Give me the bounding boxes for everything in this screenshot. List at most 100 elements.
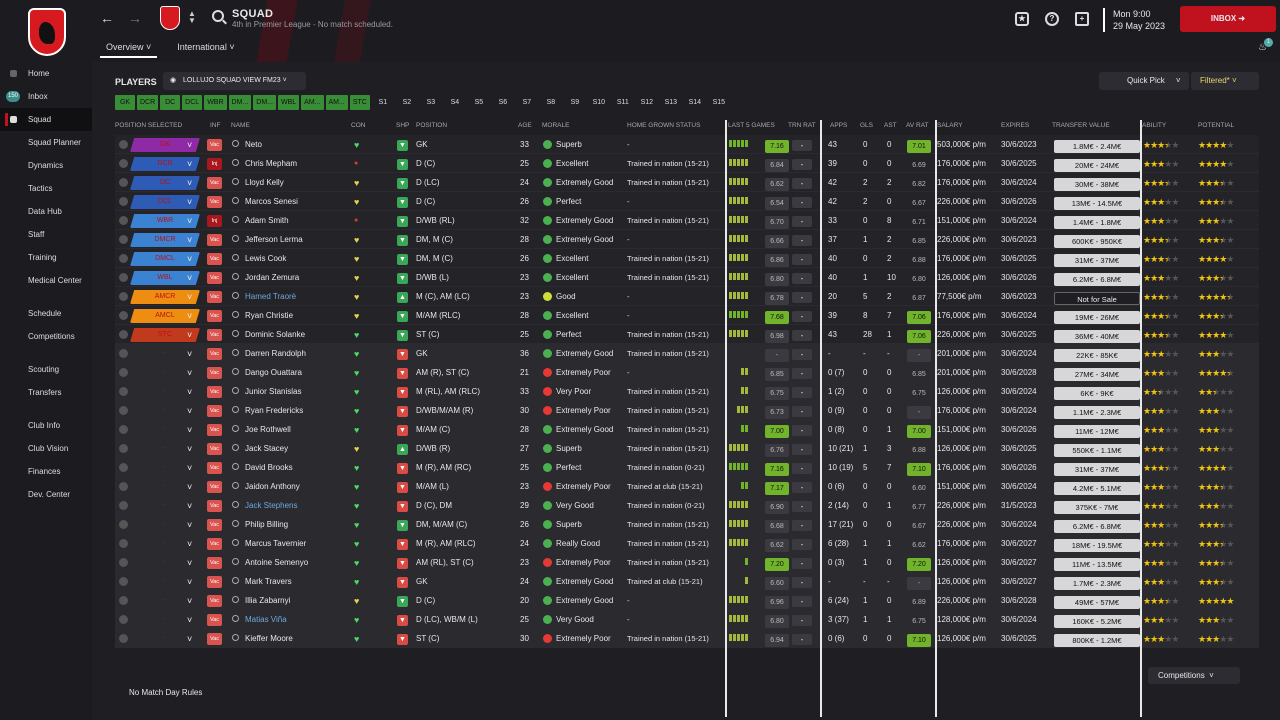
- col-av-rat[interactable]: AV RAT: [906, 122, 929, 129]
- tab-overview[interactable]: Overview ˅: [100, 40, 158, 58]
- table-row[interactable]: DMCL ˅ Vac Lewis Cook ♥ ▼ DM, M (C) 26 Excellent…: [115, 249, 1259, 268]
- table-row[interactable]: STC ˅ Vac Dominic Solanke ♥ ▼ ST (C) 25 Perfect T…: [115, 325, 1259, 344]
- position-selected-badge[interactable]: -: [163, 578, 167, 585]
- col-trn-rat[interactable]: TRN RAT: [788, 122, 816, 129]
- table-row[interactable]: - ˅ Vac Jack Stephens ♥ ▼ D (C), DM 29 Very Good…: [115, 496, 1259, 515]
- row-select-radio[interactable]: [119, 463, 128, 472]
- position-filter-25[interactable]: S15: [712, 99, 726, 106]
- chevron-down-icon[interactable]: ˅: [187, 311, 193, 321]
- chevron-down-icon[interactable]: ˅: [187, 501, 193, 511]
- position-filter-23[interactable]: S13: [664, 99, 678, 106]
- player-name[interactable]: Marcos Senesi: [245, 197, 298, 206]
- row-select-radio[interactable]: [119, 292, 128, 301]
- row-select-radio[interactable]: [119, 387, 128, 396]
- position-selected-badge[interactable]: -: [163, 483, 167, 490]
- position-selected-badge[interactable]: WBR: [130, 214, 200, 228]
- chevron-down-icon[interactable]: ˅: [187, 159, 193, 169]
- player-name[interactable]: Neto: [245, 140, 262, 149]
- col-morale[interactable]: MORALE: [542, 122, 570, 129]
- sidebar-item-scouting[interactable]: Scouting: [28, 365, 60, 374]
- player-name[interactable]: Philip Billing: [245, 520, 289, 529]
- quick-pick-button[interactable]: Quick Pick ˅: [1099, 72, 1189, 90]
- chevron-down-icon[interactable]: ˅: [187, 216, 193, 226]
- chevron-down-icon[interactable]: ˅: [187, 463, 193, 473]
- table-row[interactable]: WBL ˅ Vac Jordan Zemura ♥ ▼ D/WB (L) 23 Excellen…: [115, 268, 1259, 287]
- filter-button[interactable]: Filtered* ˅: [1191, 72, 1259, 90]
- col-expires[interactable]: EXPIRES: [1001, 122, 1030, 129]
- search-icon[interactable]: [212, 10, 224, 22]
- row-select-radio[interactable]: [119, 558, 128, 567]
- table-row[interactable]: - ˅ Vac Jack Stacey ♥ ▲ D/WB (R) 27 Superb Traine…: [115, 439, 1259, 458]
- chevron-down-icon[interactable]: ˅: [187, 615, 193, 625]
- player-name[interactable]: Lewis Cook: [245, 254, 287, 263]
- club-crest[interactable]: [28, 8, 66, 56]
- table-row[interactable]: AMCL ˅ Vac Ryan Christie ♥ ▼ M/AM (RLC) 28 Excel…: [115, 306, 1259, 325]
- chevron-down-icon[interactable]: ˅: [187, 482, 193, 492]
- table-row[interactable]: - ˅ Vac Illia Zabarnyi ♥ ▼ D (C) 20 Extremely Go…: [115, 591, 1259, 610]
- player-name[interactable]: Marcus Tavernier: [245, 539, 307, 548]
- chevron-down-icon[interactable]: ˅: [187, 539, 193, 549]
- position-filter-17[interactable]: S7: [522, 99, 532, 106]
- col-ability[interactable]: ABILITY: [1142, 122, 1167, 129]
- chevron-down-icon[interactable]: ˅: [187, 558, 193, 568]
- player-name[interactable]: Jack Stephens: [245, 501, 298, 510]
- sidebar-item-transfers[interactable]: Transfers: [28, 388, 62, 397]
- position-selected-badge[interactable]: AMCL: [130, 309, 200, 323]
- row-select-radio[interactable]: [119, 254, 128, 263]
- chevron-down-icon[interactable]: ˅: [187, 330, 193, 340]
- position-selected-badge[interactable]: DC: [130, 176, 200, 190]
- sidebar-item-training[interactable]: Training: [28, 253, 57, 262]
- position-filter-15[interactable]: S5: [474, 99, 484, 106]
- chevron-down-icon[interactable]: ˅: [187, 368, 193, 378]
- position-selected-badge[interactable]: -: [163, 559, 167, 566]
- position-selected-badge[interactable]: DCR: [130, 157, 200, 171]
- row-select-radio[interactable]: [119, 330, 128, 339]
- sidebar-item-squad[interactable]: Squad: [0, 108, 92, 131]
- row-select-radio[interactable]: [119, 406, 128, 415]
- col-ast[interactable]: AST: [884, 122, 897, 129]
- position-selected-badge[interactable]: DMCL: [130, 252, 200, 266]
- table-row[interactable]: - ˅ Vac Joe Rothwell ♥ ▼ M/AM (C) 28 Extremely G…: [115, 420, 1259, 439]
- position-filter-8[interactable]: AM...: [301, 95, 324, 110]
- player-name[interactable]: Jefferson Lerma: [245, 235, 303, 244]
- table-row[interactable]: DMCR ˅ Vac Jefferson Lerma ♥ ▼ DM, M (C) 28 Extr…: [115, 230, 1259, 249]
- sidebar-item-medical-center[interactable]: Medical Center: [28, 276, 82, 285]
- table-row[interactable]: - ˅ Vac Ryan Fredericks ♥ ▼ D/WB/M/AM (R) 30 Ext…: [115, 401, 1259, 420]
- col-apps[interactable]: APPS: [830, 122, 848, 129]
- chevron-down-icon[interactable]: ˅: [187, 577, 193, 587]
- row-select-radio[interactable]: [119, 425, 128, 434]
- position-filter-12[interactable]: S2: [402, 99, 412, 106]
- inbox-button[interactable]: INBOX ➜: [1180, 6, 1276, 32]
- table-row[interactable]: DCL ˅ Vac Marcos Senesi ♥ ▼ D (C) 26 Perfect -6.5…: [115, 192, 1259, 211]
- position-selected-badge[interactable]: -: [163, 426, 167, 433]
- row-select-radio[interactable]: [119, 216, 128, 225]
- player-name[interactable]: Ryan Fredericks: [245, 406, 304, 415]
- chevron-down-icon[interactable]: ˅: [187, 254, 193, 264]
- sidebar-item-staff[interactable]: Staff: [28, 230, 45, 239]
- row-select-radio[interactable]: [119, 349, 128, 358]
- col-gls[interactable]: GLS: [860, 122, 874, 129]
- row-select-radio[interactable]: [119, 311, 128, 320]
- player-name[interactable]: Chris Mepham: [245, 159, 298, 168]
- position-filter-19[interactable]: S9: [570, 99, 580, 106]
- position-filter-13[interactable]: S3: [426, 99, 436, 106]
- row-select-radio[interactable]: [119, 577, 128, 586]
- position-selected-badge[interactable]: GK: [130, 138, 200, 152]
- chevron-down-icon[interactable]: ˅: [187, 349, 193, 359]
- col-name[interactable]: NAME: [231, 122, 250, 129]
- position-selected-badge[interactable]: -: [163, 445, 167, 452]
- row-select-radio[interactable]: [119, 596, 128, 605]
- sidebar-item-data-hub[interactable]: Data Hub: [28, 207, 62, 216]
- position-filter-0[interactable]: GK: [115, 95, 135, 110]
- sidebar-item-dev-center[interactable]: Dev. Center: [28, 490, 71, 499]
- table-row[interactable]: - ˅ Vac Kieffer Moore ♥ ▼ ST (C) 30 Extremely Po…: [115, 629, 1259, 648]
- position-filter-9[interactable]: AM...: [325, 95, 348, 110]
- row-select-radio[interactable]: [119, 178, 128, 187]
- player-name[interactable]: Darren Randolph: [245, 349, 306, 358]
- col-potential[interactable]: POTENTIAL: [1198, 122, 1235, 129]
- player-name[interactable]: Mark Travers: [245, 577, 292, 586]
- row-select-radio[interactable]: [119, 159, 128, 168]
- position-filter-3[interactable]: DCL: [182, 95, 203, 110]
- position-selected-badge[interactable]: STC: [130, 328, 200, 342]
- player-name[interactable]: Hamed Traorè: [245, 292, 297, 301]
